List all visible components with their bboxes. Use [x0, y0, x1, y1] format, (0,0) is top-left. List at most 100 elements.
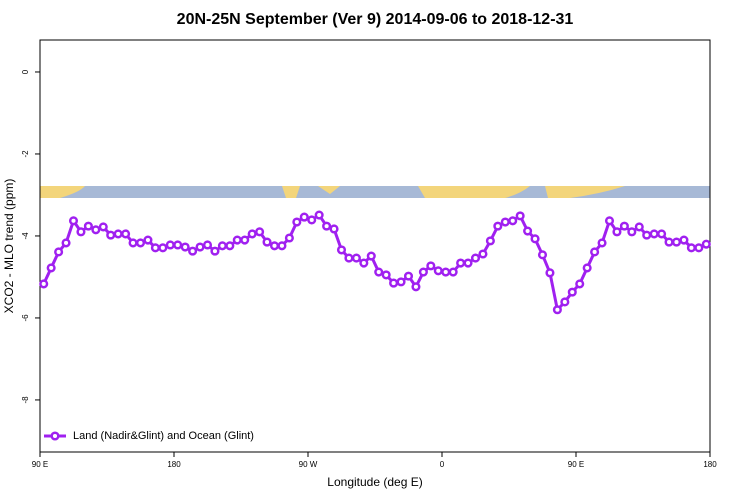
point [396, 277, 406, 287]
point [336, 245, 347, 255]
point [225, 241, 235, 251]
point [121, 229, 131, 239]
point [329, 224, 339, 234]
point [597, 238, 607, 248]
point [61, 238, 71, 248]
point [366, 251, 376, 261]
point [701, 239, 711, 249]
point [515, 211, 525, 221]
point [619, 221, 629, 231]
point [299, 212, 309, 222]
point [694, 243, 704, 253]
point [344, 253, 354, 263]
point [262, 237, 272, 247]
point [76, 227, 86, 237]
point [478, 249, 488, 259]
point [247, 229, 257, 239]
point [374, 267, 384, 277]
point [240, 235, 250, 245]
point [322, 221, 332, 231]
point [530, 234, 540, 244]
point [284, 233, 294, 243]
point [403, 271, 414, 281]
y-axis-label: XCO2 - MLO trend (ppm) [2, 179, 16, 314]
y-tick-label: 0 [21, 69, 30, 74]
point [604, 216, 615, 226]
point [351, 253, 361, 263]
legend-marker [50, 431, 60, 441]
point [634, 222, 644, 232]
point [590, 247, 600, 257]
point [255, 227, 265, 237]
x-tick-label: 90 W [299, 460, 318, 469]
y-tick-label: -4 [21, 232, 30, 240]
point [523, 226, 533, 236]
point [575, 279, 585, 289]
point [664, 237, 674, 247]
point [195, 242, 205, 252]
point [143, 235, 153, 245]
point [426, 261, 436, 271]
point [649, 229, 659, 239]
point [113, 229, 123, 239]
point [470, 253, 481, 263]
point [277, 241, 287, 251]
legend-label: Land (Nadir&Glint) and Ocean (Glint) [73, 430, 254, 442]
x-tick-label: 180 [703, 460, 717, 469]
y-tick-label: -2 [21, 150, 30, 158]
point [158, 243, 168, 253]
point [657, 229, 667, 239]
point [582, 263, 592, 273]
point [411, 282, 421, 292]
point [545, 268, 555, 278]
point [307, 215, 317, 225]
point [567, 287, 577, 297]
point [217, 241, 227, 251]
line [42, 212, 707, 313]
point [456, 258, 466, 268]
point [232, 235, 242, 245]
point [202, 240, 213, 250]
point [686, 243, 696, 253]
point [448, 267, 458, 277]
point [679, 235, 689, 245]
point [560, 297, 570, 307]
point [642, 230, 652, 240]
point [173, 240, 183, 250]
point [150, 243, 160, 253]
point [135, 238, 146, 248]
point [210, 246, 220, 256]
point [188, 246, 198, 256]
x-tick-label: 90 E [568, 460, 584, 469]
map-strip [40, 186, 710, 198]
point [314, 210, 324, 220]
point [493, 221, 503, 231]
point [671, 237, 682, 247]
point [98, 222, 108, 232]
point [292, 217, 302, 227]
point [46, 263, 56, 273]
point [106, 230, 116, 240]
point [627, 227, 637, 237]
point [537, 250, 548, 260]
point [463, 258, 473, 268]
x-tick-label: 0 [440, 460, 445, 469]
point [485, 236, 495, 246]
point [381, 270, 391, 280]
point [180, 242, 190, 252]
point [552, 305, 562, 315]
y-tick-label: -6 [21, 314, 30, 322]
point [359, 258, 369, 268]
point [39, 279, 49, 289]
point [165, 240, 175, 250]
chart-title: 20N-25N September (Ver 9) 2014-09-06 to … [177, 11, 574, 28]
point [128, 238, 138, 248]
point [500, 217, 510, 227]
x-tick-label: 180 [167, 460, 181, 469]
point [441, 267, 451, 277]
point [83, 221, 93, 231]
point [418, 267, 428, 277]
point [433, 266, 443, 276]
point [508, 216, 518, 226]
